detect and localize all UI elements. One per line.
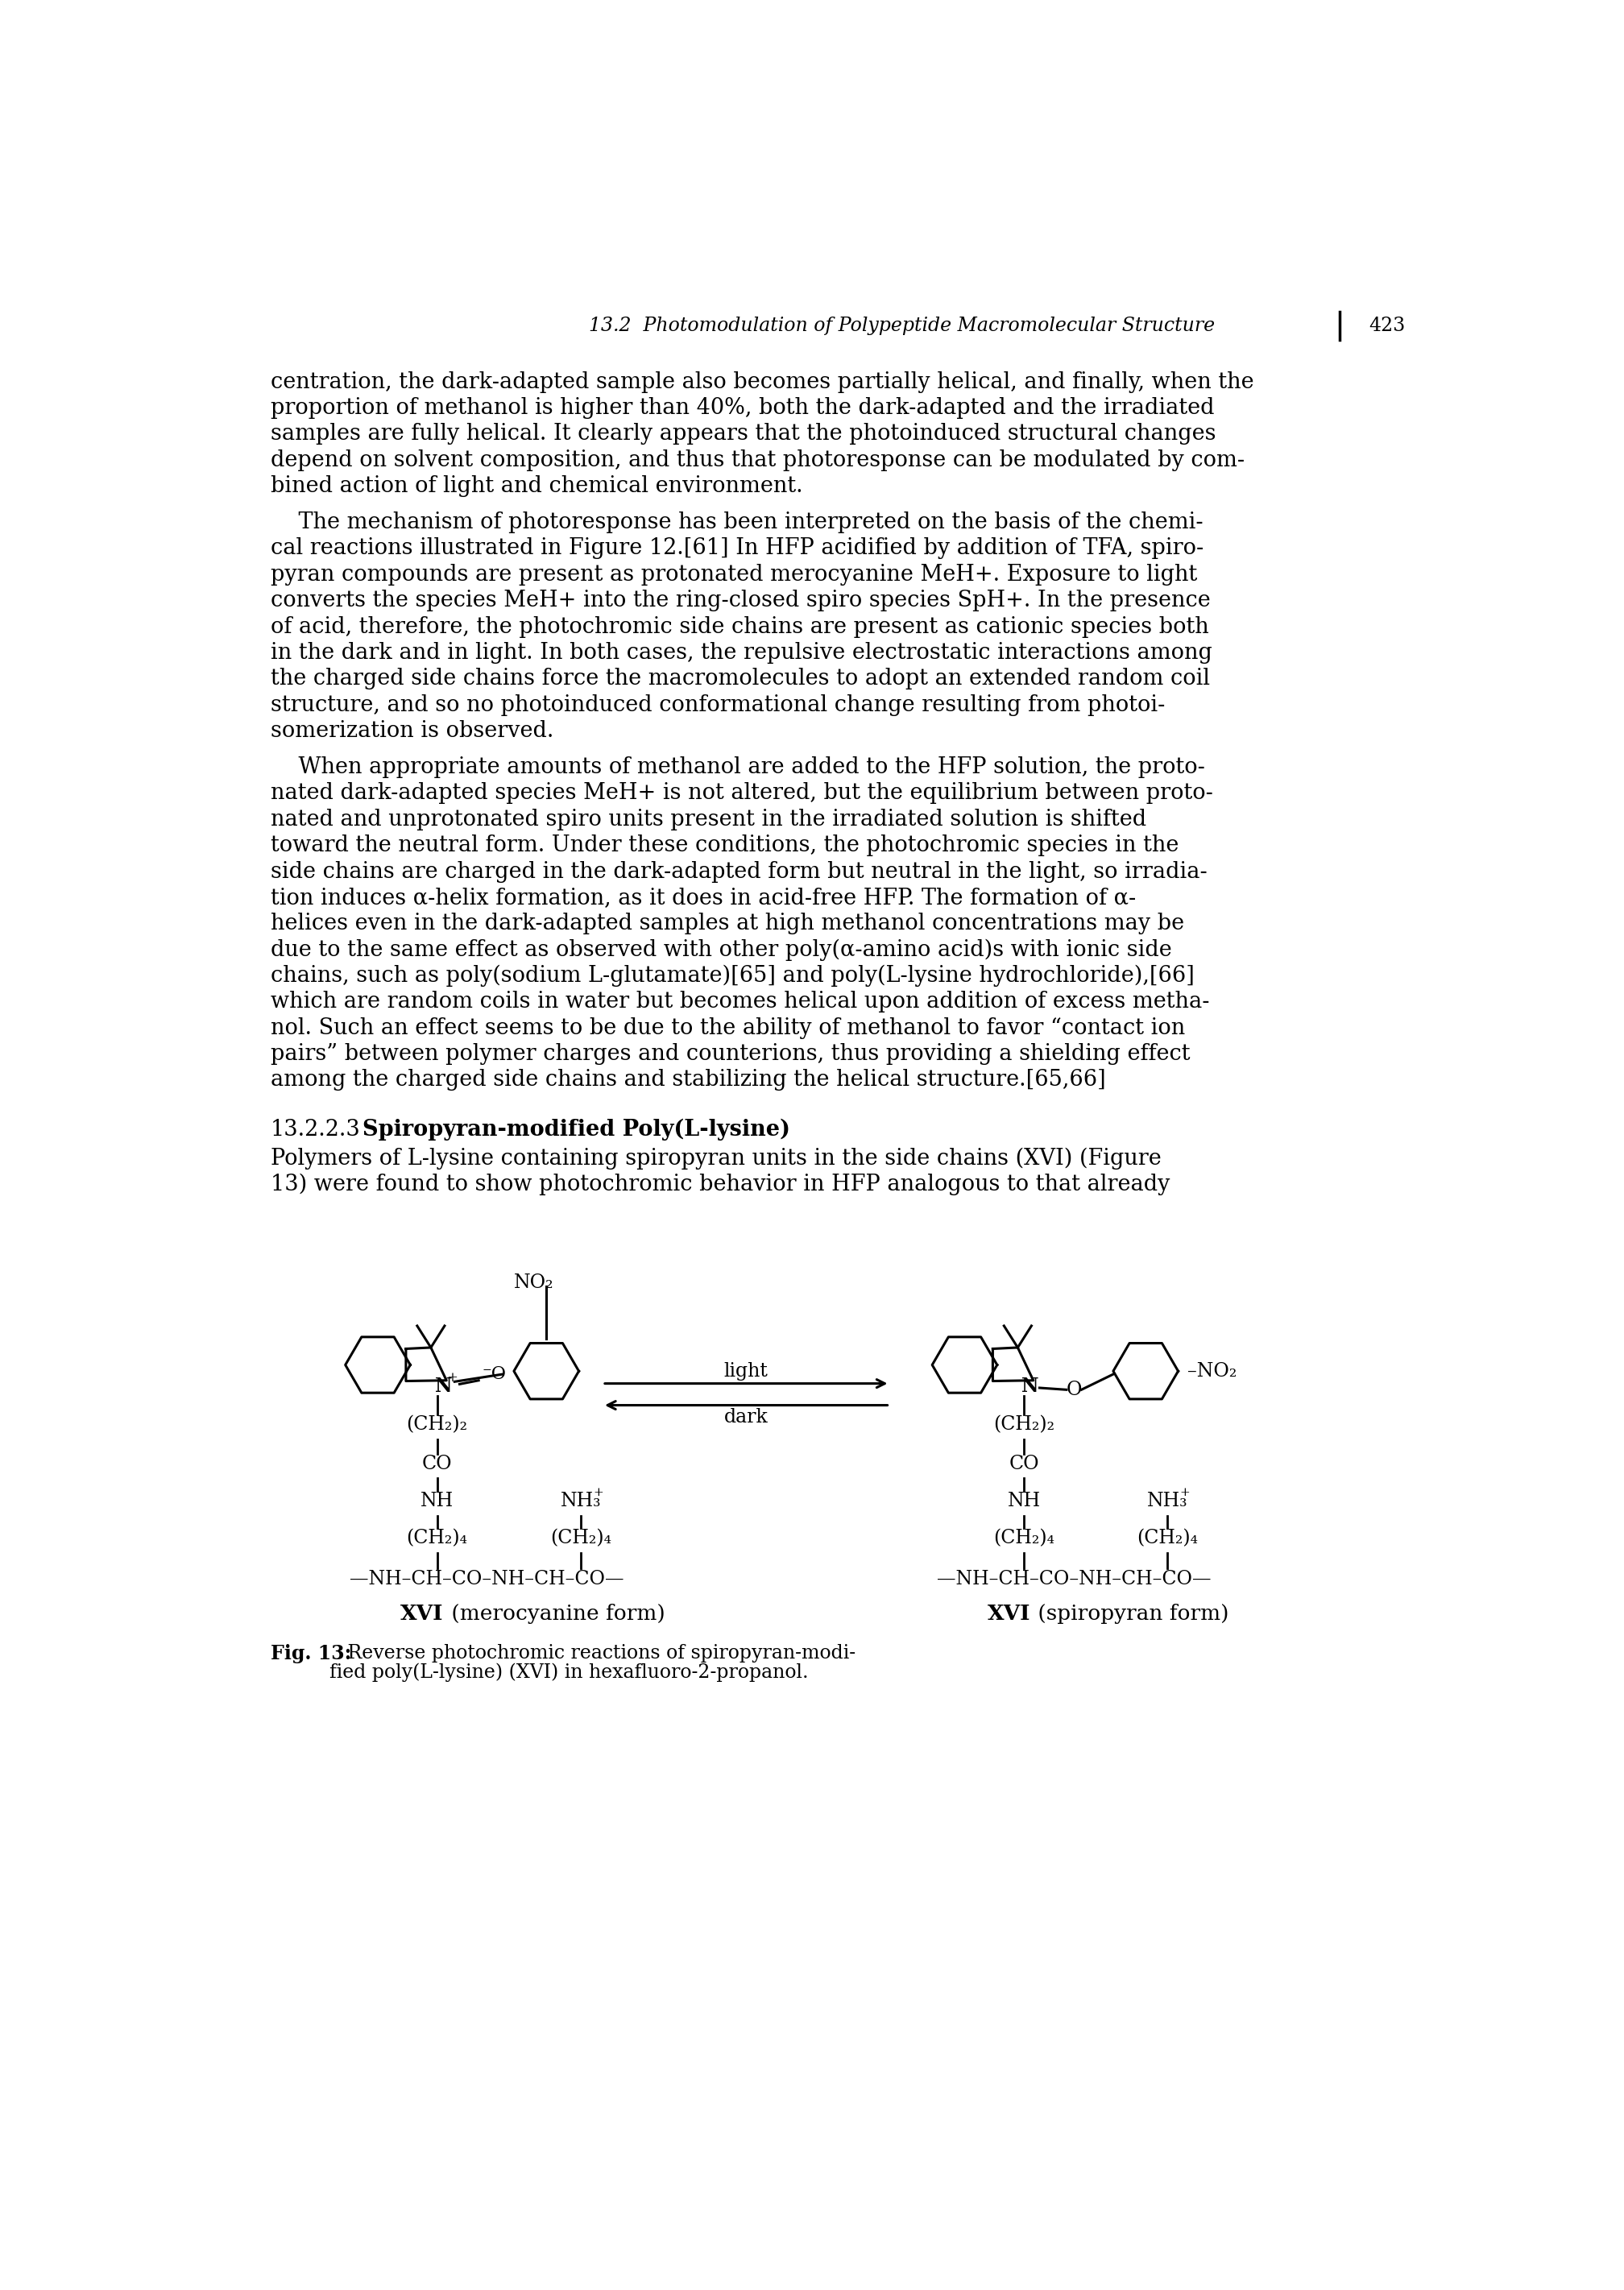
Text: 423: 423	[1369, 316, 1406, 334]
Text: When appropriate amounts of methanol are added to the HFP solution, the proto-: When appropriate amounts of methanol are…	[271, 756, 1205, 779]
Text: pyran compounds are present as protonated merocyanine MeH+. Exposure to light: pyran compounds are present as protonate…	[271, 563, 1197, 586]
Text: +: +	[1181, 1486, 1190, 1498]
Text: nated and unprotonated spiro units present in the irradiated solution is shifted: nated and unprotonated spiro units prese…	[271, 808, 1147, 831]
Text: dark: dark	[724, 1408, 768, 1427]
Text: 13.2  Photomodulation of Polypeptide Macromolecular Structure: 13.2 Photomodulation of Polypeptide Macr…	[590, 316, 1215, 334]
Text: proportion of methanol is higher than 40%, both the dark-adapted and the irradia: proportion of methanol is higher than 40…	[271, 396, 1215, 419]
Text: which are random coils in water but becomes helical upon addition of excess meth: which are random coils in water but beco…	[271, 992, 1210, 1012]
Text: the charged side chains force the macromolecules to adopt an extended random coi: the charged side chains force the macrom…	[271, 669, 1210, 689]
Text: —NH–CH–CO–NH–CH–CO—: —NH–CH–CO–NH–CH–CO—	[937, 1569, 1212, 1587]
Text: tion induces α-helix formation, as it does in acid-free HFP. The formation of α-: tion induces α-helix formation, as it do…	[271, 886, 1135, 909]
Text: bined action of light and chemical environment.: bined action of light and chemical envir…	[271, 474, 802, 497]
Text: pairs” between polymer charges and counterions, thus providing a shielding effec: pairs” between polymer charges and count…	[271, 1042, 1190, 1065]
Text: XVI: XVI	[987, 1603, 1030, 1624]
Text: (CH₂)₄: (CH₂)₄	[406, 1530, 468, 1548]
Text: NH: NH	[1007, 1493, 1041, 1511]
Text: (CH₂)₄: (CH₂)₄	[994, 1530, 1054, 1548]
Text: NO₂: NO₂	[513, 1273, 554, 1292]
Text: side chains are charged in the dark-adapted form but neutral in the light, so ir: side chains are charged in the dark-adap…	[271, 861, 1207, 882]
Text: converts the species MeH+ into the ring-closed spiro species SpH+. In the presen: converts the species MeH+ into the ring-…	[271, 591, 1210, 611]
Text: among the charged side chains and stabilizing the helical structure.[65,66]: among the charged side chains and stabil…	[271, 1069, 1106, 1090]
Text: cal reactions illustrated in Figure 12.[61] In HFP acidified by addition of TFA,: cal reactions illustrated in Figure 12.[…	[271, 538, 1203, 559]
Text: N: N	[1021, 1376, 1039, 1397]
Text: Polymers of L-lysine containing spiropyran units in the side chains (XVI) (Figur: Polymers of L-lysine containing spiropyr…	[271, 1147, 1161, 1170]
Text: –NO₂: –NO₂	[1187, 1363, 1237, 1381]
Text: (CH₂)₂: (CH₂)₂	[406, 1415, 468, 1434]
Text: 13) were found to show photochromic behavior in HFP analogous to that already: 13) were found to show photochromic beha…	[271, 1172, 1169, 1195]
Text: NH₃: NH₃	[560, 1493, 601, 1511]
Text: fied poly(L-lysine) (XVI) in hexafluoro-2-propanol.: fied poly(L-lysine) (XVI) in hexafluoro-…	[330, 1663, 809, 1681]
Text: O: O	[1065, 1381, 1082, 1399]
Text: The mechanism of photoresponse has been interpreted on the basis of the chemi-: The mechanism of photoresponse has been …	[271, 511, 1203, 534]
Text: due to the same effect as observed with other poly(α-amino acid)s with ionic sid: due to the same effect as observed with …	[271, 939, 1171, 962]
Text: toward the neutral form. Under these conditions, the photochromic species in the: toward the neutral form. Under these con…	[271, 834, 1179, 856]
Text: (spiropyran form): (spiropyran form)	[1031, 1603, 1229, 1624]
Text: in the dark and in light. In both cases, the repulsive electrostatic interaction: in the dark and in light. In both cases,…	[271, 641, 1212, 664]
Text: centration, the dark-adapted sample also becomes partially helical, and finally,: centration, the dark-adapted sample also…	[271, 371, 1254, 392]
Text: CO: CO	[422, 1454, 451, 1472]
Text: Reverse photochromic reactions of spiropyran-modi-: Reverse photochromic reactions of spirop…	[330, 1644, 856, 1663]
Text: somerization is observed.: somerization is observed.	[271, 719, 554, 742]
Text: samples are fully helical. It clearly appears that the photoinduced structural c: samples are fully helical. It clearly ap…	[271, 424, 1216, 444]
Text: (CH₂)₂: (CH₂)₂	[994, 1415, 1054, 1434]
Text: structure, and so no photoinduced conformational change resulting from photoi-: structure, and so no photoinduced confor…	[271, 694, 1164, 717]
Text: light: light	[724, 1363, 768, 1381]
Text: NH: NH	[421, 1493, 453, 1511]
Text: (CH₂)₄: (CH₂)₄	[551, 1530, 611, 1548]
Text: of acid, therefore, the photochromic side chains are present as cationic species: of acid, therefore, the photochromic sid…	[271, 616, 1208, 637]
Text: Spiropyran-modified Poly(L-lysine): Spiropyran-modified Poly(L-lysine)	[362, 1118, 791, 1140]
Text: 13.2.2.3: 13.2.2.3	[271, 1118, 361, 1140]
Text: NH₃: NH₃	[1147, 1493, 1187, 1511]
Text: XVI: XVI	[400, 1603, 443, 1624]
Text: —NH–CH–CO–NH–CH–CO—: —NH–CH–CO–NH–CH–CO—	[349, 1569, 624, 1587]
Text: +: +	[593, 1486, 604, 1498]
Text: nol. Such an effect seems to be due to the ability of methanol to favor “contact: nol. Such an effect seems to be due to t…	[271, 1017, 1186, 1040]
Text: ⁻O: ⁻O	[482, 1365, 507, 1383]
Text: helices even in the dark-adapted samples at high methanol concentrations may be: helices even in the dark-adapted samples…	[271, 914, 1184, 934]
Text: nated dark-adapted species MeH+ is not altered, but the equilibrium between prot: nated dark-adapted species MeH+ is not a…	[271, 783, 1213, 804]
Text: (CH₂)₄: (CH₂)₄	[1137, 1530, 1199, 1548]
Text: chains, such as poly(sodium L-glutamate)[65] and poly(L-lysine hydrochloride),[6: chains, such as poly(sodium L-glutamate)…	[271, 964, 1194, 987]
Text: depend on solvent composition, and thus that photoresponse can be modulated by c: depend on solvent composition, and thus …	[271, 449, 1244, 472]
Text: (merocyanine form): (merocyanine form)	[445, 1603, 666, 1624]
Text: Fig. 13:: Fig. 13:	[271, 1644, 351, 1663]
Text: CO: CO	[1009, 1454, 1039, 1472]
Text: N: N	[435, 1376, 451, 1397]
Text: +: +	[447, 1372, 458, 1385]
